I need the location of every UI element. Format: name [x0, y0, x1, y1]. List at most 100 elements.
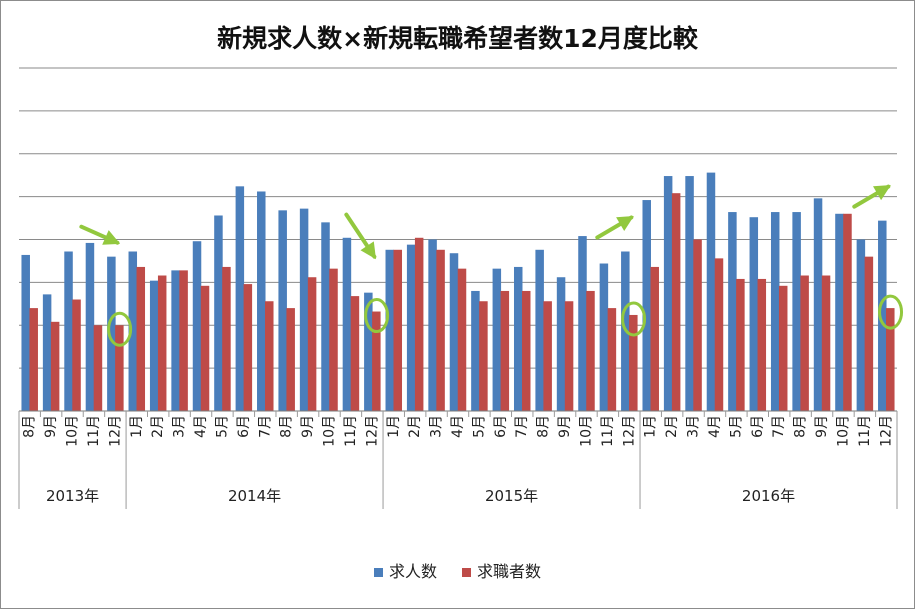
- x-tick-label-19: 3月: [429, 415, 445, 438]
- x-tick-label-38: 10月: [835, 415, 851, 447]
- bar-kyujin-36: [792, 212, 801, 411]
- x-tick-label-4: 12月: [107, 415, 123, 447]
- bar-kyujin-33: [728, 212, 737, 411]
- bar-kyujin-35: [770, 212, 780, 411]
- chart-title: 新規求人数×新規転職希望者数12月度比較: [217, 24, 698, 53]
- bar-kyushoku-27: [607, 308, 617, 411]
- bar-kyujin-13: [299, 208, 309, 411]
- x-tick-label-11: 7月: [257, 415, 273, 438]
- highlight-circle-0: [107, 311, 133, 347]
- year-label-3: 2016年: [742, 487, 795, 505]
- bar-kyujin-9: [214, 215, 223, 411]
- bar-kyujin-39: [856, 239, 866, 411]
- legend-label-0: 求人数: [388, 562, 437, 581]
- x-tick-label-26: 10月: [578, 415, 594, 447]
- bar-kyujin-38: [835, 213, 844, 411]
- x-tick-label-31: 3月: [686, 415, 702, 438]
- bar-kyushoku-32: [714, 258, 724, 411]
- bar-kyushoku-29: [650, 266, 659, 411]
- x-tick-label-9: 5月: [214, 415, 230, 438]
- x-tick-label-30: 2月: [664, 415, 680, 438]
- bar-kyushoku-20: [457, 268, 467, 411]
- x-tick-label-37: 9月: [814, 415, 830, 438]
- bar-kyushoku-0: [29, 308, 38, 411]
- x-tick-label-6: 2月: [150, 415, 166, 438]
- bar-kyushoku-23: [521, 290, 531, 411]
- bar-kyushoku-18: [414, 237, 424, 411]
- x-tick-label-0: 8月: [22, 415, 38, 438]
- bar-kyushoku-19: [436, 249, 445, 411]
- bar-kyushoku-35: [778, 285, 788, 411]
- bar-kyujin-16: [364, 292, 373, 411]
- x-tick-label-5: 1月: [129, 415, 145, 438]
- bar-kyushoku-36: [800, 275, 809, 411]
- bar-kyujin-14: [321, 222, 330, 411]
- bar-kyujin-10: [235, 186, 245, 411]
- bar-kyushoku-8: [200, 285, 210, 411]
- bar-kyushoku-22: [500, 290, 510, 411]
- legend-label-1: 求職者数: [477, 562, 542, 581]
- bar-kyujin-29: [642, 200, 651, 411]
- legend-item-1: 求職者数: [462, 558, 541, 582]
- bar-kyujin-4: [107, 256, 116, 411]
- x-tick-label-8: 4月: [193, 415, 209, 438]
- bar-kyujin-17: [385, 249, 395, 411]
- x-tick-label-1: 9月: [43, 415, 59, 438]
- trend-arrow-head-2: [616, 216, 634, 231]
- bar-kyushoku-38: [843, 213, 852, 411]
- legend: 求人数 求職者数: [1, 558, 914, 582]
- bar-kyujin-21: [471, 290, 480, 411]
- x-tick-label-16: 12月: [364, 415, 380, 447]
- trend-arrow-head-0: [102, 230, 121, 245]
- bar-kyushoku-15: [350, 296, 360, 411]
- x-tick-label-20: 4月: [450, 415, 466, 438]
- legend-item-0: 求人数: [373, 558, 437, 582]
- bar-kyushoku-5: [136, 266, 146, 411]
- bar-kyushoku-21: [479, 301, 488, 411]
- bar-kyushoku-31: [693, 239, 702, 411]
- highlight-circle-2: [621, 301, 647, 337]
- bar-kyujin-12: [278, 210, 287, 411]
- bar-kyujin-19: [428, 239, 437, 411]
- bar-kyujin-11: [257, 191, 266, 411]
- bar-kyujin-37: [813, 198, 823, 411]
- legend-swatch-0: [373, 568, 383, 577]
- x-tick-label-34: 6月: [750, 415, 766, 438]
- bar-kyushoku-7: [179, 270, 188, 411]
- bar-kyujin-24: [535, 249, 544, 411]
- legend-swatch-1: [462, 568, 472, 577]
- trend-arrow-head-3: [873, 185, 891, 201]
- bar-kyujin-15: [342, 237, 352, 411]
- x-tick-label-12: 8月: [279, 415, 295, 438]
- trend-arrow-head-1: [360, 241, 376, 260]
- x-tick-label-10: 6月: [236, 415, 252, 438]
- x-tick-label-15: 11月: [343, 415, 359, 447]
- x-tick-label-23: 7月: [514, 415, 530, 438]
- bar-kyujin-6: [149, 280, 159, 411]
- bar-kyushoku-26: [586, 290, 595, 411]
- bar-kyujin-1: [42, 294, 52, 411]
- bar-kyushoku-28: [629, 314, 638, 411]
- bar-kyushoku-9: [222, 266, 231, 411]
- bar-kyujin-25: [556, 277, 566, 411]
- bar-kyushoku-40: [886, 308, 895, 411]
- bar-kyujin-32: [706, 172, 716, 411]
- x-tick-label-25: 9月: [557, 415, 573, 438]
- x-tick-label-27: 11月: [600, 415, 616, 447]
- x-tick-label-14: 10月: [322, 415, 338, 447]
- bar-kyujin-30: [663, 176, 673, 411]
- bar-kyushoku-39: [864, 256, 874, 411]
- bar-kyujin-8: [192, 241, 202, 411]
- year-label-1: 2014年: [228, 487, 281, 505]
- bar-kyushoku-12: [286, 308, 295, 411]
- bar-kyujin-2: [64, 251, 73, 411]
- x-tick-label-17: 1月: [386, 415, 402, 438]
- highlight-circle-3: [878, 294, 904, 330]
- bar-kyushoku-34: [757, 278, 767, 411]
- x-tick-label-40: 12月: [878, 415, 894, 447]
- bar-kyushoku-17: [393, 249, 403, 411]
- bar-kyushoku-2: [72, 299, 81, 411]
- bar-kyushoku-25: [564, 301, 574, 411]
